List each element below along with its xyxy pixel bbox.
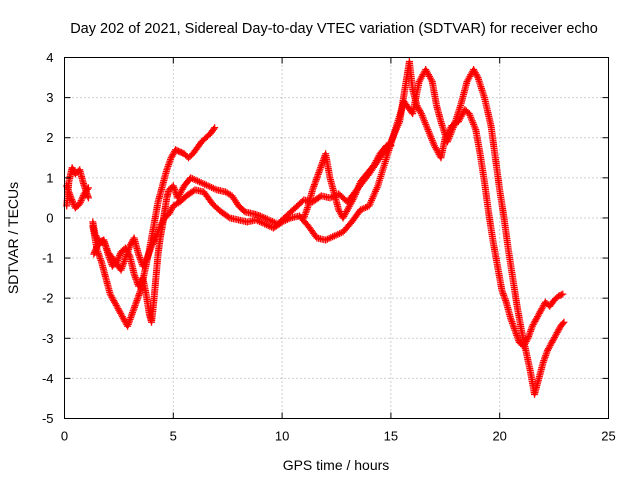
data-point [77,197,85,205]
marks-layer [63,58,568,398]
x-axis-label: GPS time / hours [283,457,390,473]
y-tick-label: 2 [46,130,53,145]
data-point [79,193,87,201]
y-tick-label: -4 [42,371,54,386]
x-tick-label: 0 [61,429,68,444]
data-point [473,72,481,80]
y-tick-label: 0 [46,210,53,225]
x-tick-label: 10 [275,429,289,444]
y-tick-label: 1 [46,170,53,185]
data-point [68,197,76,205]
data-point [115,253,123,261]
data-point [559,290,567,298]
data-point [76,200,84,208]
y-tick-label: 3 [46,90,53,105]
tick-layer: 0 5 10 15 20 25 -5 -4 -3 -2 -1 0 1 2 3 4 [42,50,616,444]
data-point [387,142,395,150]
data-point [67,194,75,202]
data-point [416,108,424,116]
series-5 [89,124,219,330]
x-tick-label: 5 [170,429,177,444]
x-tick-label: 20 [492,429,506,444]
data-point [210,125,218,133]
series-6 [300,142,395,222]
data-point [560,318,568,326]
x-tick-label: 25 [601,429,615,444]
y-tick-label: -2 [42,291,54,306]
data-point [557,291,565,299]
data-point [69,199,77,207]
data-point [84,194,92,202]
data-point [114,255,122,263]
data-point [68,164,76,172]
data-point [83,185,91,193]
y-axis-label: SDTVAR / TECUs [5,182,21,294]
data-point [559,320,567,328]
y-tick-label: -1 [42,251,54,266]
data-point [78,195,86,203]
chart-title: Day 202 of 2021, Sidereal Day-to-day VTE… [70,21,598,37]
data-point [84,184,92,192]
y-tick-label: 4 [46,50,53,65]
grid-layer [64,57,609,419]
data-point [224,213,232,221]
data-point [69,165,77,173]
data-point [68,196,76,204]
data-point [76,198,84,206]
data-point [116,251,124,259]
x-tick-label: 15 [384,429,398,444]
data-point [211,124,219,132]
data-point [240,207,248,215]
series-2 [63,182,92,212]
y-tick-label: -3 [42,331,54,346]
plot-frame [64,57,609,419]
y-tick-label: -5 [42,411,54,426]
